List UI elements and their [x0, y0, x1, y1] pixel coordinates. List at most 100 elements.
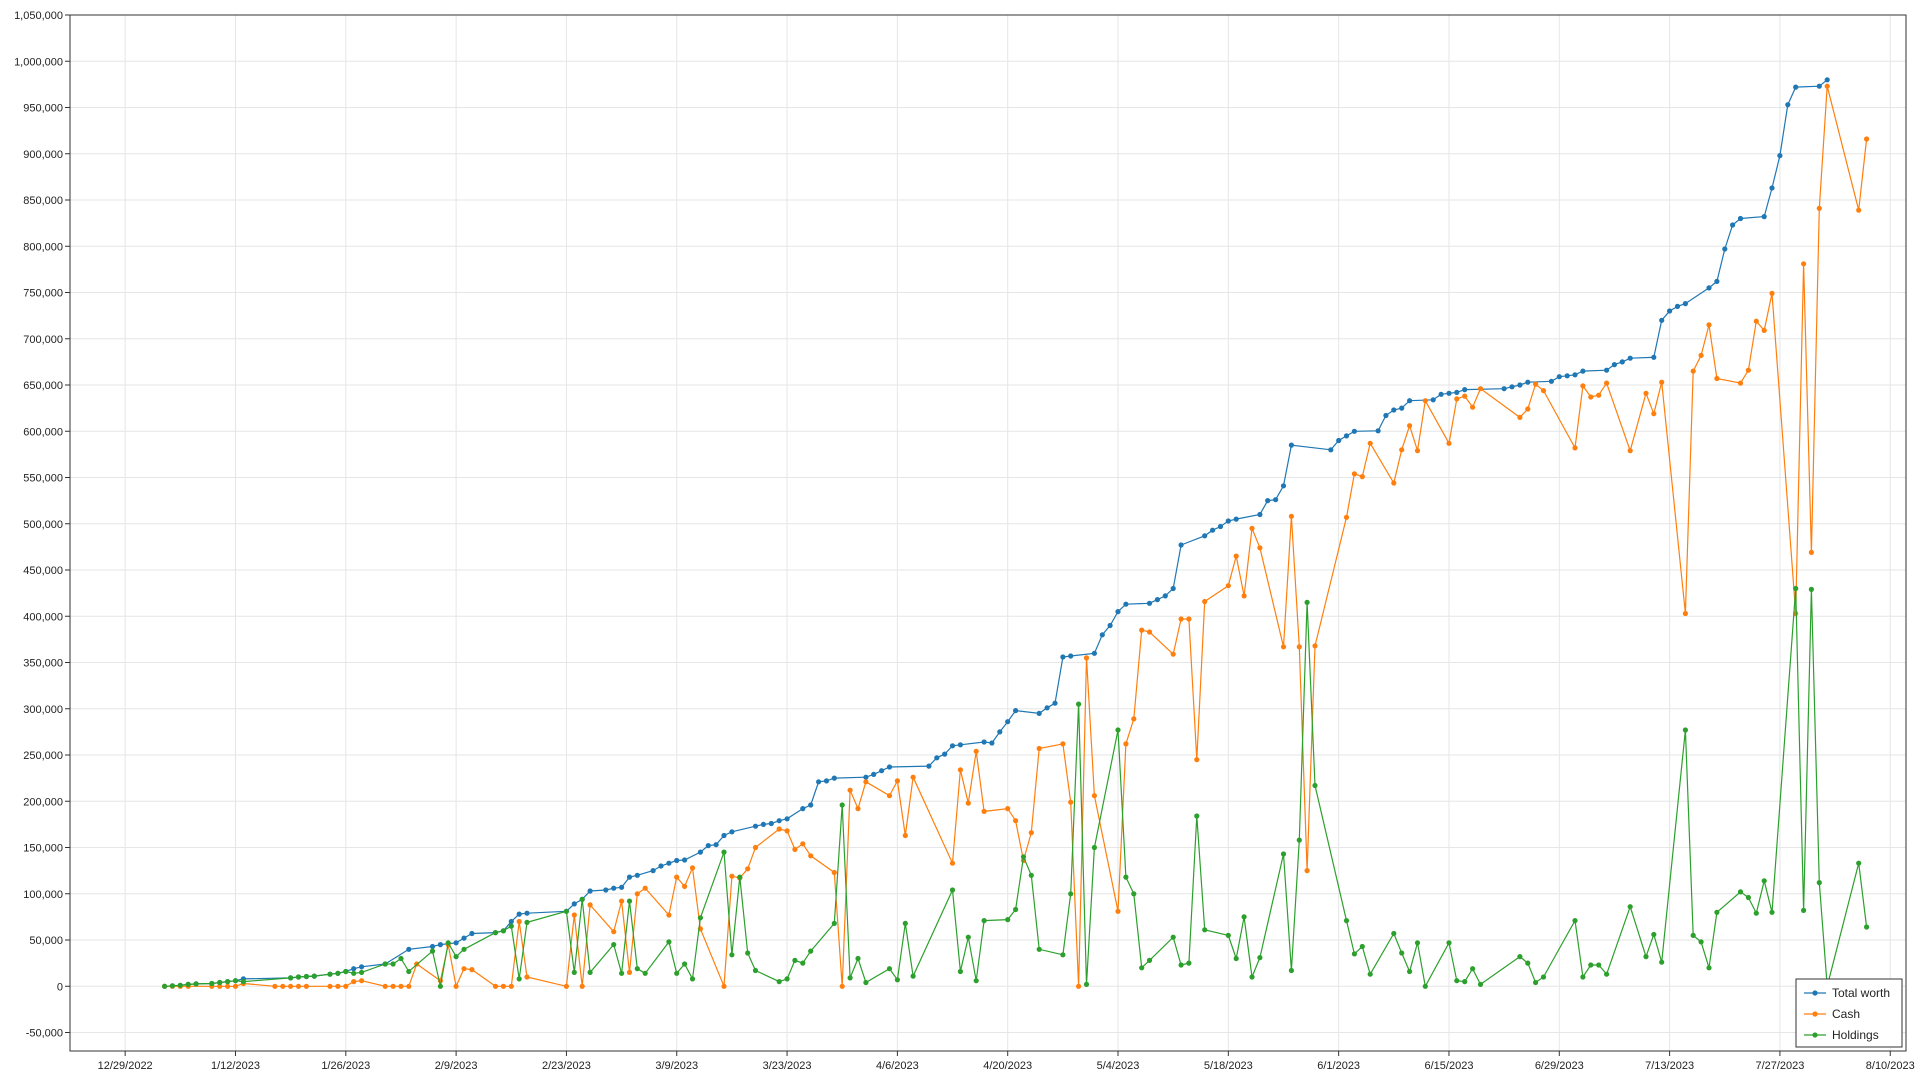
- holdings-point: [1643, 954, 1649, 960]
- cash-point: [626, 969, 633, 976]
- total-worth-point: [981, 739, 987, 745]
- cash-point: [1178, 616, 1184, 622]
- cash-point: [863, 779, 869, 785]
- total-worth-point: [571, 901, 577, 907]
- holdings-point: [232, 978, 239, 984]
- total-worth-point: [1619, 359, 1625, 365]
- holdings-point: [1028, 872, 1034, 878]
- cash-point: [800, 841, 806, 847]
- legend-marker-total-worth: [1812, 990, 1818, 996]
- cash-point: [1446, 440, 1452, 446]
- cash-point: [1824, 83, 1830, 89]
- holdings-point: [406, 968, 412, 975]
- y-tick-label: 1,000,000: [14, 56, 63, 68]
- total-worth-point: [650, 868, 656, 874]
- total-worth-point: [666, 860, 672, 866]
- total-worth-point: [760, 821, 767, 828]
- legend-label-holdings: Holdings: [1832, 1028, 1879, 1042]
- total-worth-point: [1682, 301, 1688, 307]
- total-worth-point: [603, 887, 609, 893]
- cash-point: [1414, 448, 1421, 454]
- cash-point: [1816, 205, 1822, 211]
- cash-point: [1233, 553, 1239, 559]
- holdings-point: [619, 970, 625, 976]
- holdings-point: [579, 896, 585, 902]
- cash-point: [1422, 398, 1428, 404]
- holdings-point: [1367, 971, 1373, 977]
- total-worth-point: [1430, 397, 1436, 403]
- total-worth-point: [1674, 303, 1681, 309]
- total-worth-point: [461, 935, 467, 941]
- holdings-point: [169, 983, 175, 989]
- holdings-point: [752, 967, 759, 974]
- holdings-point: [327, 971, 333, 977]
- total-worth-point: [1068, 653, 1074, 659]
- total-worth-point: [1217, 523, 1224, 530]
- y-tick-label: 0: [57, 981, 63, 993]
- total-worth-point: [1052, 700, 1058, 706]
- cash-point: [1698, 352, 1704, 358]
- holdings-point: [453, 954, 459, 960]
- total-worth-point: [619, 884, 625, 890]
- legend-label-cash: Cash: [1832, 1007, 1860, 1021]
- x-tick-label: 6/15/2023: [1425, 1060, 1474, 1072]
- holdings-point: [303, 973, 309, 980]
- holdings-point: [225, 979, 231, 985]
- y-tick-label: 100,000: [23, 889, 63, 901]
- y-tick-label: 150,000: [23, 843, 63, 855]
- holdings-point: [1714, 909, 1720, 915]
- y-tick-label: 250,000: [23, 750, 63, 762]
- total-worth-point: [1407, 398, 1413, 404]
- total-worth-point: [926, 763, 932, 769]
- holdings-point: [839, 802, 845, 808]
- total-worth-point: [879, 768, 885, 774]
- holdings-point: [1454, 978, 1460, 984]
- cash-point: [1288, 513, 1294, 519]
- total-worth-point: [776, 818, 782, 824]
- cash-point: [776, 826, 782, 832]
- holdings-point: [1706, 965, 1712, 971]
- holdings-point: [1604, 971, 1610, 977]
- total-worth-point: [1336, 437, 1342, 444]
- holdings-point: [1414, 940, 1421, 946]
- total-worth-point: [800, 806, 806, 812]
- cash-point: [1139, 627, 1145, 633]
- holdings-point: [524, 919, 530, 926]
- holdings-point: [1304, 599, 1310, 606]
- cash-point: [563, 983, 570, 989]
- cash-point: [973, 748, 979, 754]
- total-worth-point: [1714, 278, 1720, 284]
- holdings-point: [1540, 974, 1547, 980]
- cash-point: [981, 808, 987, 815]
- cash-point: [1407, 423, 1413, 429]
- cash-point: [611, 929, 617, 935]
- holdings-point: [1470, 966, 1476, 972]
- cash-point: [1454, 396, 1460, 402]
- x-tick-label: 4/20/2023: [983, 1060, 1032, 1072]
- cash-point: [752, 844, 759, 851]
- total-worth-point: [508, 918, 514, 925]
- holdings-point: [185, 981, 191, 988]
- holdings-point: [1288, 967, 1294, 974]
- total-worth-point: [1013, 708, 1019, 714]
- y-tick-label: 750,000: [23, 288, 63, 300]
- holdings-point: [1690, 932, 1696, 939]
- cash-point: [272, 983, 278, 989]
- cash-point: [1737, 380, 1744, 386]
- total-worth-point: [682, 857, 688, 863]
- legend-marker-holdings: [1812, 1032, 1818, 1038]
- holdings-point: [398, 955, 404, 962]
- holdings-point: [1060, 952, 1066, 958]
- total-worth-point: [997, 729, 1003, 735]
- holdings-point: [745, 950, 751, 956]
- cash-point: [847, 787, 853, 793]
- holdings-point: [193, 981, 199, 987]
- cash-point: [1596, 392, 1602, 398]
- holdings-point: [721, 849, 727, 855]
- cash-point: [1060, 741, 1066, 747]
- holdings-point: [571, 969, 577, 976]
- total-worth-point: [437, 942, 443, 948]
- cash-point: [886, 793, 893, 799]
- cash-point: [1753, 318, 1759, 324]
- cash-point: [288, 983, 294, 989]
